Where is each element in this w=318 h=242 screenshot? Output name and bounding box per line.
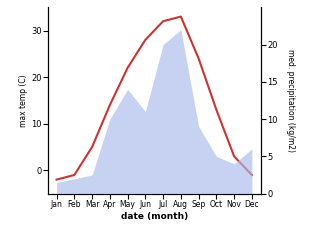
Y-axis label: max temp (C): max temp (C) [19, 74, 28, 127]
X-axis label: date (month): date (month) [121, 212, 188, 221]
Y-axis label: med. precipitation (kg/m2): med. precipitation (kg/m2) [286, 49, 295, 152]
